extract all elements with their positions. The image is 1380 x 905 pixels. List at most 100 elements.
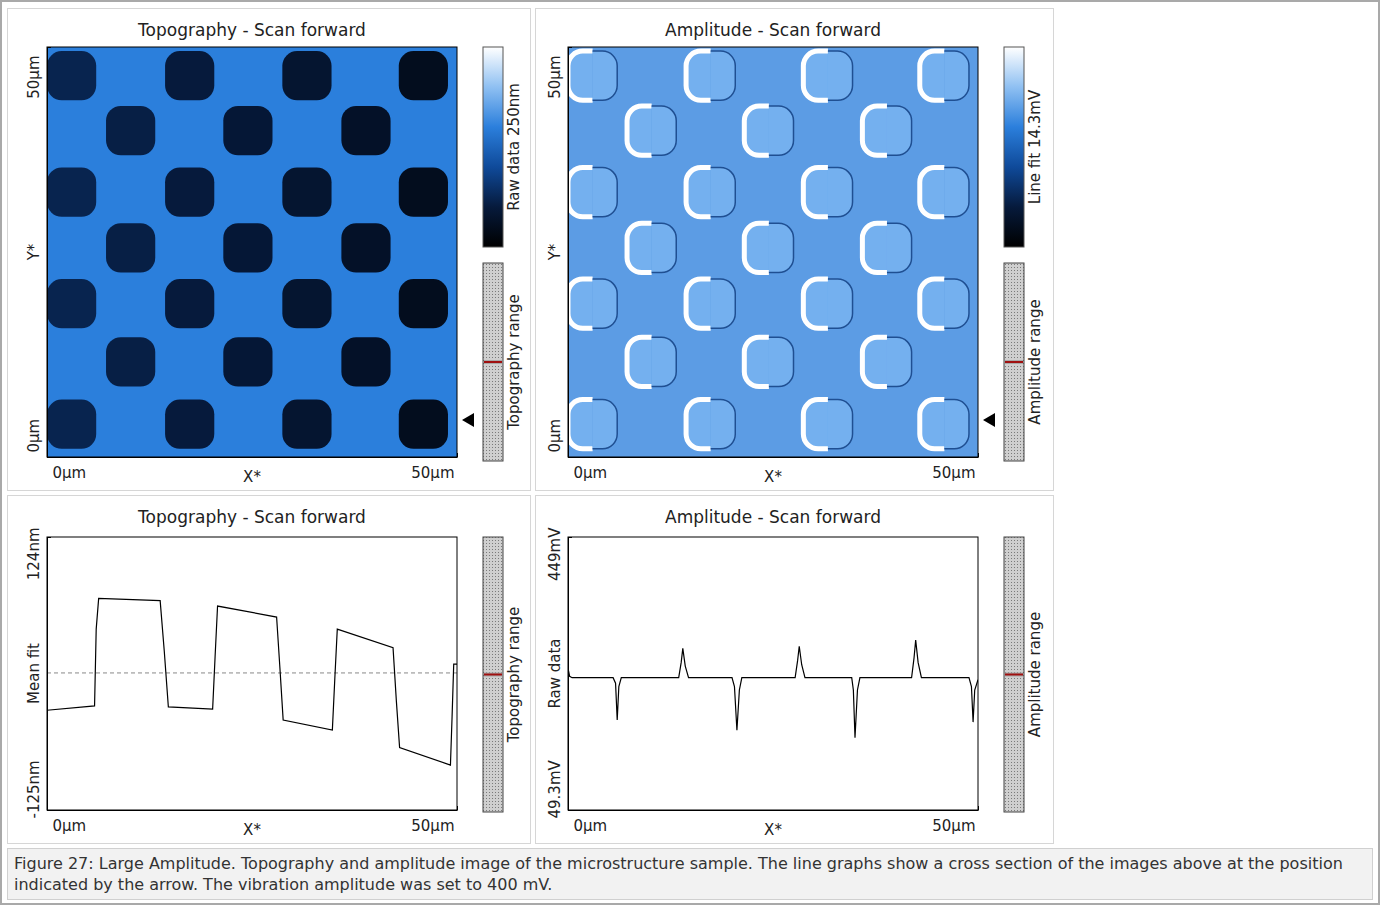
- surface: [47, 47, 457, 457]
- hole: [627, 106, 676, 155]
- hole-rim-bright: [686, 168, 735, 217]
- y-axis-title: Mean fit: [25, 643, 43, 704]
- hole-rim-bright: [803, 279, 852, 328]
- x-tick-label: 0µm: [53, 464, 87, 482]
- hole: [803, 51, 852, 100]
- profile-arrow: [983, 413, 995, 427]
- panel: [8, 9, 531, 491]
- hole-rim-bright: [803, 51, 852, 100]
- hole: [165, 279, 214, 328]
- panel: [8, 496, 531, 844]
- y-tick-label: 449mV: [546, 527, 564, 581]
- x-axis-title: X*: [243, 821, 261, 839]
- caption: Figure 27: Large Amplitude. Topography a…: [7, 848, 1373, 900]
- hole-rim-dark: [803, 279, 852, 328]
- hole-rim-dark: [686, 168, 735, 217]
- hole: [568, 400, 617, 449]
- panel-title: Amplitude - Scan forward: [665, 20, 881, 40]
- hole: [744, 337, 793, 386]
- plot-frame: [568, 47, 978, 457]
- panel-title: Topography - Scan forward: [137, 507, 366, 527]
- hole: [106, 106, 155, 155]
- x-tick-label: 0µm: [574, 464, 608, 482]
- hole: [627, 223, 676, 272]
- hole-rim-bright: [862, 223, 911, 272]
- hole: [399, 400, 448, 449]
- range-handle: [484, 673, 502, 677]
- x-axis-title: X*: [243, 468, 261, 486]
- hole-rim-bright: [627, 106, 676, 155]
- panel-title: Amplitude - Scan forward: [665, 507, 881, 527]
- hole: [862, 106, 911, 155]
- panel: [536, 496, 1054, 844]
- hole-rim-bright: [920, 51, 969, 100]
- hole: [341, 106, 390, 155]
- hole: [399, 279, 448, 328]
- hole: [282, 51, 331, 100]
- x-tick-label: 50µm: [932, 817, 975, 835]
- plot-area: [568, 640, 978, 738]
- hole-rim-dark: [862, 337, 911, 386]
- profile-line: [568, 640, 978, 738]
- plot-frame: [47, 537, 457, 810]
- hole: [223, 337, 272, 386]
- hole: [223, 223, 272, 272]
- y-tick-label: 0µm: [25, 419, 43, 453]
- hole: [399, 168, 448, 217]
- hole: [686, 51, 735, 100]
- range-label: Amplitude range: [1026, 612, 1044, 737]
- y-axis-title: Y*: [546, 243, 564, 261]
- y-axis-title: Y*: [25, 243, 43, 261]
- hole: [862, 223, 911, 272]
- range-label: Topography range: [505, 607, 523, 744]
- y-tick-label: -125nm: [25, 760, 43, 818]
- hole-rim-dark: [920, 279, 969, 328]
- hole: [341, 223, 390, 272]
- hole: [341, 337, 390, 386]
- x-tick-label: 50µm: [932, 464, 975, 482]
- hole-rim-bright: [627, 337, 676, 386]
- chart-svg: Topography - Scan forward 0µm 50µm X* 0µm 50µ…: [0, 0, 1380, 845]
- hole-rim-dark: [744, 223, 793, 272]
- colorbar-label: Raw data 250nm: [505, 83, 523, 211]
- hole-rim-bright: [686, 51, 735, 100]
- hole-rim-bright: [686, 279, 735, 328]
- plot-area: [47, 47, 457, 457]
- hole: [920, 51, 969, 100]
- hole-rim-bright: [744, 223, 793, 272]
- plot-area: [47, 598, 457, 765]
- hole: [803, 168, 852, 217]
- hole: [920, 168, 969, 217]
- hole: [399, 51, 448, 100]
- hole: [920, 279, 969, 328]
- mean-line: [47, 672, 457, 673]
- hole-rim-dark: [862, 223, 911, 272]
- hole: [106, 223, 155, 272]
- hole-rim-dark: [568, 51, 617, 100]
- plot-frame: [47, 47, 457, 457]
- hole-rim-dark: [686, 400, 735, 449]
- hole-rim-dark: [744, 337, 793, 386]
- range-slider: [483, 537, 503, 812]
- hole-rim-dark: [568, 279, 617, 328]
- x-tick-label: 50µm: [411, 817, 454, 835]
- range-handle: [1005, 673, 1023, 677]
- hole-rim-bright: [744, 337, 793, 386]
- range-marker: [484, 674, 502, 676]
- hole: [165, 168, 214, 217]
- hole-rim-dark: [803, 400, 852, 449]
- hole: [47, 51, 96, 100]
- hole-rim-bright: [803, 400, 852, 449]
- hole-rim-dark: [920, 168, 969, 217]
- range-marker: [484, 361, 502, 363]
- range-marker: [1005, 674, 1023, 676]
- hole-rim-bright: [568, 168, 617, 217]
- hole: [165, 400, 214, 449]
- x-axis-title: X*: [764, 468, 782, 486]
- y-tick-label: 0µm: [546, 419, 564, 453]
- profile-line: [47, 598, 457, 765]
- hole: [862, 337, 911, 386]
- hole: [744, 106, 793, 155]
- image-background: [568, 47, 978, 457]
- plot-frame: [568, 537, 978, 810]
